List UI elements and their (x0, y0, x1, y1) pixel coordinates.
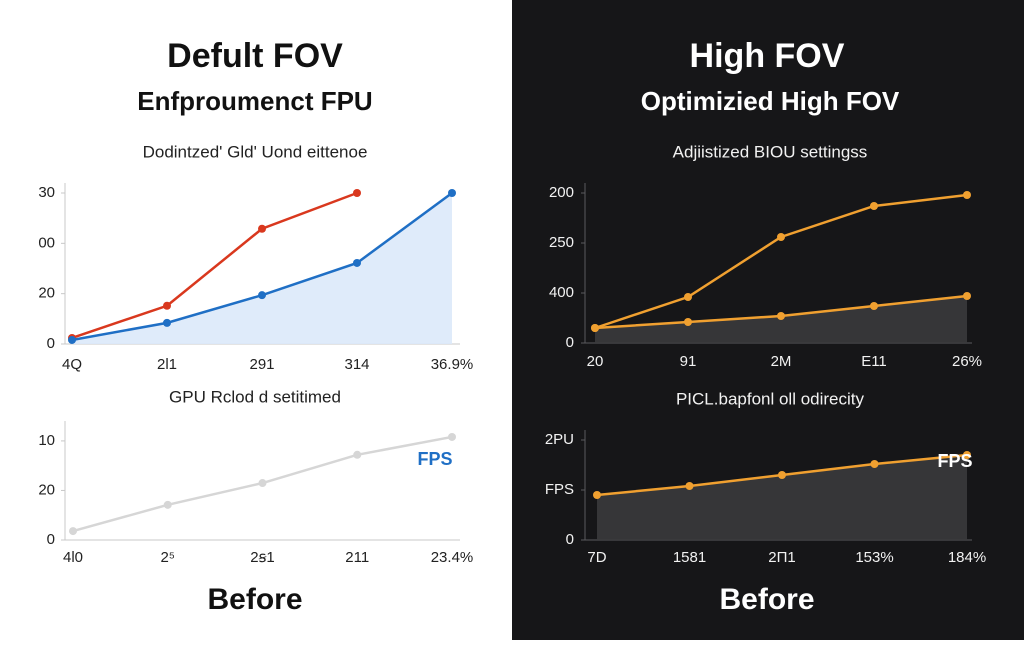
point (684, 318, 692, 326)
y-tick-label: 0 (47, 531, 55, 548)
point (163, 500, 172, 509)
y-tick-label: FPS (545, 481, 574, 498)
point (684, 293, 692, 301)
y-tick-label: 0 (47, 335, 55, 352)
panel-title: High FOV (690, 37, 845, 75)
x-tick-label: E11 (861, 353, 887, 370)
point (777, 233, 785, 241)
line (71, 191, 358, 340)
x-tick-label: 184% (948, 549, 986, 566)
point (685, 482, 694, 490)
area (72, 193, 452, 344)
point (68, 335, 76, 344)
panel-subtitle: Optimizied High FOV (641, 86, 900, 116)
point (448, 189, 456, 197)
chart-title: Dodintzed' Gld' Uond eittenoe (143, 142, 368, 161)
x-tick-label: 91 (680, 353, 697, 370)
point (448, 432, 456, 441)
point (353, 189, 361, 197)
x-tick-label: 4Q (62, 356, 82, 373)
chart-title: GPU Rclod d setitimed (169, 387, 341, 406)
y-tick-label: 10 (38, 432, 55, 449)
point (591, 324, 599, 332)
x-tick-label: 314 (344, 356, 369, 373)
point (353, 450, 362, 459)
y-tick-label: 20 (38, 481, 55, 498)
x-tick-label: 23.4% (431, 549, 474, 566)
chart-title: PICL.bapfonl oll odirecity (676, 389, 865, 408)
x-tick-label: 1581 (673, 549, 706, 566)
y-tick-label: 0 (566, 531, 574, 548)
x-tick-label: 2⁵ (160, 549, 175, 566)
x-tick-label: 26% (952, 353, 982, 370)
area (597, 455, 967, 540)
x-tick-label: 2⁠91 (249, 356, 274, 373)
x-tick-label: 20 (587, 353, 604, 370)
x-tick-label: 7D (587, 549, 606, 566)
y-tick-label: 0 (566, 334, 574, 351)
point (593, 491, 601, 499)
x-tick-label: 2M (771, 353, 792, 370)
x-tick-label: 211 (345, 549, 369, 566)
panel-footer: Before (207, 583, 302, 616)
panel-title: Defult FOV (167, 37, 343, 75)
x-tick-label: 2l1 (157, 356, 177, 373)
point (963, 191, 971, 199)
panel-footer: Before (719, 583, 814, 616)
point (870, 302, 878, 310)
y-tick-label: 250 (549, 234, 574, 251)
point (69, 527, 77, 536)
point (870, 202, 878, 210)
point (353, 258, 361, 267)
y-tick-label: 200 (549, 184, 574, 201)
x-tick-label: 2Π1 (768, 549, 796, 566)
point (163, 318, 171, 327)
point (963, 292, 971, 300)
x-tick-label: 36.9% (431, 356, 474, 373)
y-tick-label: 00 (38, 234, 55, 251)
point (258, 224, 266, 233)
annotation: FPS (417, 449, 452, 469)
point (258, 291, 266, 300)
y-tick-label: 30 (38, 184, 55, 201)
point (870, 460, 879, 468)
y-tick-label: 400 (549, 284, 574, 301)
y-tick-label: 20 (38, 285, 55, 302)
y-tick-label: 2PU (545, 431, 574, 448)
point (778, 471, 786, 479)
chart-title: Adjiistized BIOU settingss (673, 142, 868, 161)
point (777, 312, 785, 320)
point (963, 451, 971, 459)
annotation: FPS (937, 451, 972, 471)
point (163, 301, 171, 310)
x-tick-label: 2ꞩ1 (250, 549, 275, 566)
panel-subtitle: Enfproumenct FPU (137, 86, 372, 116)
x-tick-label: 4l0 (63, 549, 83, 566)
point (258, 479, 267, 488)
x-tick-label: 153% (855, 549, 893, 566)
